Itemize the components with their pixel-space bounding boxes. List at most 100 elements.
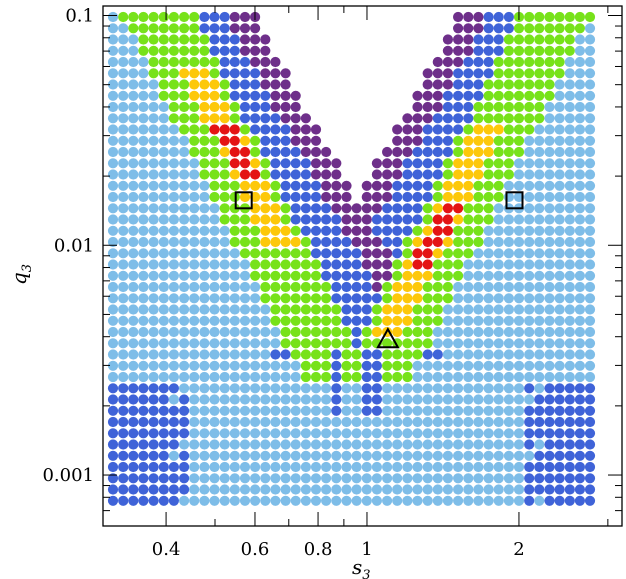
grid-point [209, 416, 220, 428]
grid-point [300, 169, 311, 180]
grid-point [250, 146, 261, 158]
grid-point [493, 68, 504, 79]
grid-point [432, 360, 443, 371]
grid-point [584, 383, 596, 394]
grid-point [118, 428, 129, 439]
grid-point [432, 338, 443, 349]
grid-point [280, 180, 291, 191]
grid-point [229, 281, 240, 293]
grid-point [574, 113, 586, 124]
grid-point [493, 23, 504, 34]
grid-point [442, 371, 453, 383]
grid-point [321, 338, 332, 349]
grid-point [564, 23, 575, 34]
grid-point [503, 169, 514, 180]
grid-point [554, 248, 565, 259]
grid-point [280, 158, 291, 169]
axis-ticks: 0.4 0.6 0.8 1 20.10.010.001 [42, 6, 622, 560]
grid-point [331, 315, 342, 326]
grid-point [310, 293, 322, 304]
grid-point [473, 383, 484, 394]
grid-point [392, 450, 403, 461]
grid-point [331, 248, 342, 259]
grid-point [513, 124, 525, 135]
grid-point [574, 236, 586, 248]
grid-point [321, 394, 332, 405]
grid-point [453, 349, 464, 360]
grid-point [280, 214, 291, 225]
grid-point [382, 371, 393, 383]
grid-point [321, 169, 332, 180]
grid-point [473, 56, 484, 68]
grid-point [270, 180, 281, 191]
grid-point [250, 383, 261, 394]
grid-point [270, 360, 281, 371]
grid-point [513, 101, 525, 113]
grid-point [524, 169, 535, 180]
x-axis-label-sub: 3 [362, 568, 370, 579]
grid-point [493, 236, 504, 248]
grid-point [382, 405, 393, 416]
grid-point [138, 326, 149, 338]
grid-point [392, 259, 403, 270]
grid-point [168, 495, 179, 506]
grid-point [128, 259, 139, 270]
grid-point [534, 495, 545, 506]
grid-point [219, 360, 230, 371]
grid-point [148, 124, 159, 135]
grid-point [219, 146, 230, 158]
grid-point [199, 135, 210, 146]
grid-point [290, 270, 301, 281]
grid-point [107, 259, 119, 270]
grid-point [453, 68, 464, 79]
grid-point [584, 484, 596, 495]
grid-point [148, 169, 159, 180]
grid-point [463, 124, 474, 135]
grid-point [564, 146, 575, 158]
grid-point [432, 439, 443, 450]
grid-point [310, 326, 322, 338]
grid-point [412, 461, 423, 473]
grid-point [118, 225, 129, 236]
grid-point [168, 450, 179, 461]
grid-point [534, 11, 545, 23]
grid-point [544, 484, 555, 495]
grid-point [179, 79, 190, 90]
grid-point [107, 158, 119, 169]
grid-point [412, 405, 423, 416]
grid-point [524, 45, 535, 56]
grid-point [463, 439, 474, 450]
grid-point [118, 259, 129, 270]
grid-point [361, 394, 372, 405]
grid-point [219, 461, 230, 473]
grid-point [392, 158, 403, 169]
grid-point [239, 23, 251, 34]
grid-point [483, 23, 494, 34]
grid-point [574, 180, 586, 191]
grid-point [209, 259, 220, 270]
grid-point [199, 349, 210, 360]
grid-point [574, 146, 586, 158]
grid-point [382, 158, 393, 169]
grid-point [544, 461, 555, 473]
grid-point [554, 113, 565, 124]
grid-point [412, 394, 423, 405]
grid-point [270, 259, 281, 270]
grid-point [138, 23, 149, 34]
grid-point [513, 383, 525, 394]
grid-point [463, 473, 474, 484]
grid-point [351, 203, 362, 214]
grid-point [260, 236, 271, 248]
grid-point [179, 315, 190, 326]
grid-point [280, 439, 291, 450]
grid-point [107, 191, 119, 203]
grid-point [574, 169, 586, 180]
grid-point [300, 259, 311, 270]
grid-point [321, 293, 332, 304]
grid-point [503, 293, 514, 304]
grid-point [128, 113, 139, 124]
grid-point [321, 371, 332, 383]
grid-point [260, 473, 271, 484]
grid-point [453, 326, 464, 338]
grid-point [310, 248, 322, 259]
